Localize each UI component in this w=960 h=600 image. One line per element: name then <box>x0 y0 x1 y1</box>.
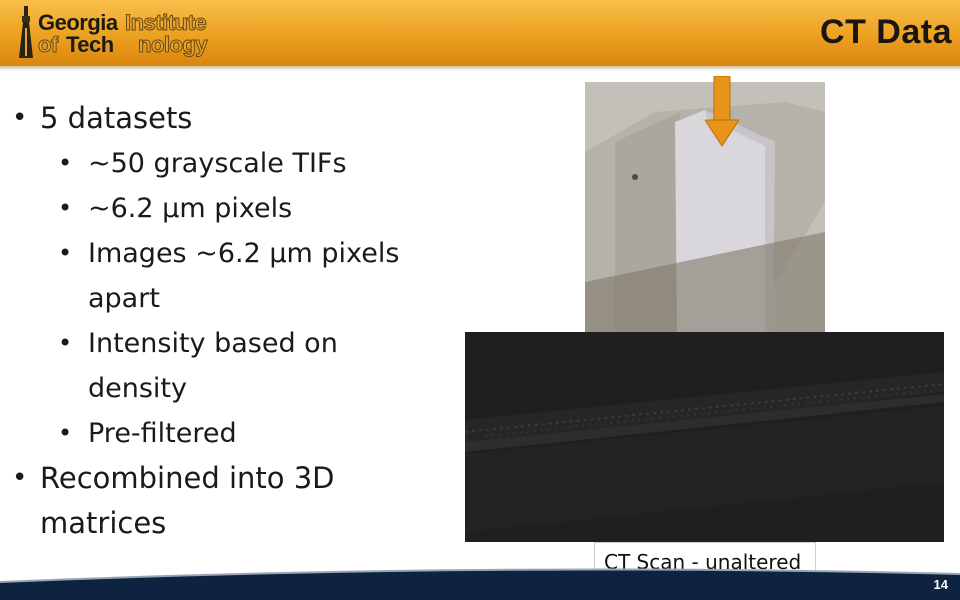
sample-photo <box>585 82 825 332</box>
bullet-continuation: apart <box>88 283 160 314</box>
bullet-continuation: matrices <box>40 506 167 540</box>
logo-of: of <box>38 32 59 57</box>
logo-georgia: Georgia <box>38 10 118 35</box>
header-bar: Georgia Institute of Tech nology CT Data <box>0 0 960 66</box>
logo-nology: nology <box>137 32 208 57</box>
logo-tech: Tech <box>66 32 114 57</box>
ct-scan-image <box>465 332 944 542</box>
slide-title: CT Data <box>820 13 952 51</box>
logo-institute: Institute <box>124 10 207 35</box>
sub-bullet-item: ~6.2 µm pixels <box>0 186 450 231</box>
bullet-list: 5 datasets~50 grayscale TIFs~6.2 µm pixe… <box>0 96 450 546</box>
sub-bullet-item: Pre-filtered <box>0 411 450 456</box>
sub-bullet-item: Images ~6.2 µm pixels <box>0 231 450 276</box>
tower-icon <box>19 6 33 58</box>
ct-scan-graphic <box>465 332 944 542</box>
bullet-item: 5 datasets <box>0 96 450 141</box>
footer-band <box>0 568 960 600</box>
sub-bullet-item: ~50 grayscale TIFs <box>0 141 450 186</box>
sample-slab-graphic <box>585 82 825 332</box>
georgia-tech-logo: Georgia Institute of Tech nology <box>14 4 264 60</box>
down-arrow-icon <box>705 76 739 147</box>
bullet-continuation: density <box>88 373 187 404</box>
page-number: 14 <box>933 577 948 592</box>
bullet-item: Recombined into 3D <box>0 456 450 501</box>
header-shadow <box>0 66 960 71</box>
sub-bullet-item: Intensity based on <box>0 321 450 366</box>
